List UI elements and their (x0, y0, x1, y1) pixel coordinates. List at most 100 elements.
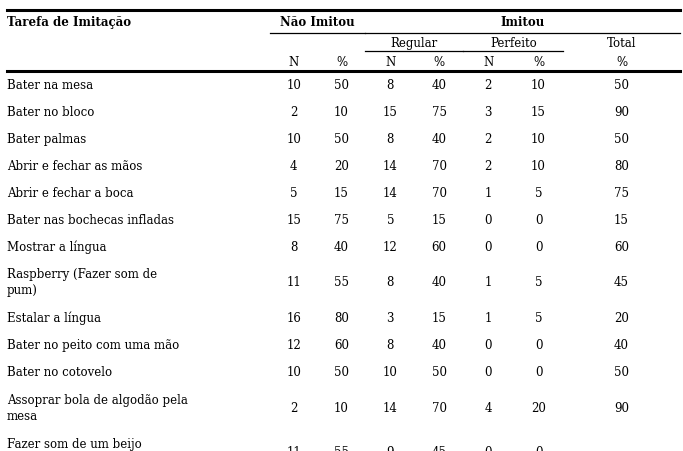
Text: 8: 8 (387, 338, 394, 351)
Text: 1: 1 (485, 311, 492, 324)
Text: Bater no bloco: Bater no bloco (7, 106, 94, 119)
Text: 10: 10 (383, 365, 398, 378)
Text: Mostrar a língua: Mostrar a língua (7, 240, 107, 253)
Text: 2: 2 (290, 400, 297, 414)
Text: 90: 90 (614, 400, 629, 414)
Text: 55: 55 (334, 276, 349, 289)
Text: 8: 8 (387, 133, 394, 146)
Text: Imitou: Imitou (501, 16, 544, 29)
Text: 70: 70 (432, 160, 447, 173)
Text: Bater no cotovelo: Bater no cotovelo (7, 365, 112, 378)
Text: N: N (385, 56, 395, 69)
Text: 40: 40 (432, 338, 447, 351)
Text: %: % (616, 56, 627, 69)
Text: Tarefa de Imitação: Tarefa de Imitação (7, 16, 131, 29)
Text: Não Imitou: Não Imitou (280, 16, 355, 29)
Text: 50: 50 (614, 365, 629, 378)
Text: 5: 5 (535, 276, 542, 289)
Text: 40: 40 (334, 240, 349, 253)
Text: 20: 20 (614, 311, 629, 324)
Text: 1: 1 (485, 276, 492, 289)
Text: 70: 70 (432, 186, 447, 199)
Text: 75: 75 (334, 213, 349, 226)
Text: 10: 10 (531, 133, 546, 146)
Text: 15: 15 (383, 106, 398, 119)
Text: N: N (483, 56, 494, 69)
Text: 55: 55 (334, 445, 349, 451)
Text: 14: 14 (383, 400, 398, 414)
Text: 50: 50 (432, 365, 447, 378)
Text: 70: 70 (432, 400, 447, 414)
Text: 10: 10 (286, 365, 301, 378)
Text: 80: 80 (334, 311, 349, 324)
Text: 75: 75 (614, 186, 629, 199)
Text: Estalar a língua: Estalar a língua (7, 311, 101, 325)
Text: 5: 5 (535, 311, 542, 324)
Text: 80: 80 (614, 160, 629, 173)
Text: Bater na mesa: Bater na mesa (7, 79, 93, 92)
Text: 90: 90 (614, 106, 629, 119)
Text: 50: 50 (334, 133, 349, 146)
Text: 40: 40 (432, 79, 447, 92)
Text: 14: 14 (383, 186, 398, 199)
Text: 5: 5 (290, 186, 297, 199)
Text: 60: 60 (614, 240, 629, 253)
Text: 16: 16 (286, 311, 301, 324)
Text: 2: 2 (290, 106, 297, 119)
Text: 3: 3 (485, 106, 492, 119)
Text: Bater nas bochecas infladas: Bater nas bochecas infladas (7, 213, 174, 226)
Text: 50: 50 (614, 133, 629, 146)
Text: 0: 0 (535, 240, 542, 253)
Text: 45: 45 (614, 276, 629, 289)
Text: Abrir e fechar as mãos: Abrir e fechar as mãos (7, 160, 142, 173)
Text: Fazer som de um beijo
barulhento: Fazer som de um beijo barulhento (7, 437, 141, 451)
Text: Bater no peito com uma mão: Bater no peito com uma mão (7, 338, 179, 351)
Text: 15: 15 (614, 213, 629, 226)
Text: 12: 12 (383, 240, 398, 253)
Text: Regular: Regular (391, 37, 438, 50)
Text: 10: 10 (531, 160, 546, 173)
Text: 50: 50 (334, 365, 349, 378)
Text: 8: 8 (387, 79, 394, 92)
Text: Bater palmas: Bater palmas (7, 133, 86, 146)
Text: 40: 40 (614, 338, 629, 351)
Text: 11: 11 (286, 276, 301, 289)
Text: 2: 2 (485, 133, 492, 146)
Text: 60: 60 (432, 240, 447, 253)
Text: 4: 4 (485, 400, 492, 414)
Text: 0: 0 (485, 445, 492, 451)
Text: 0: 0 (535, 338, 542, 351)
Text: 5: 5 (387, 213, 394, 226)
Text: 15: 15 (432, 213, 447, 226)
Text: 10: 10 (334, 400, 349, 414)
Text: 40: 40 (432, 276, 447, 289)
Text: Abrir e fechar a boca: Abrir e fechar a boca (7, 186, 133, 199)
Text: 0: 0 (485, 365, 492, 378)
Text: 2: 2 (485, 79, 492, 92)
Text: 20: 20 (334, 160, 349, 173)
Text: 0: 0 (485, 338, 492, 351)
Text: 45: 45 (432, 445, 447, 451)
Text: 11: 11 (286, 445, 301, 451)
Text: 1: 1 (485, 186, 492, 199)
Text: Assoprar bola de algodão pela
mesa: Assoprar bola de algodão pela mesa (7, 393, 188, 422)
Text: 0: 0 (485, 240, 492, 253)
Text: 4: 4 (290, 160, 297, 173)
Text: 50: 50 (614, 79, 629, 92)
Text: 15: 15 (432, 311, 447, 324)
Text: 20: 20 (531, 400, 546, 414)
Text: 9: 9 (387, 445, 394, 451)
Text: 0: 0 (535, 445, 542, 451)
Text: 8: 8 (290, 240, 297, 253)
Text: 10: 10 (286, 79, 301, 92)
Text: 2: 2 (485, 160, 492, 173)
Text: 8: 8 (387, 276, 394, 289)
Text: 10: 10 (286, 133, 301, 146)
Text: 10: 10 (334, 106, 349, 119)
Text: Total: Total (607, 37, 637, 50)
Text: 0: 0 (485, 213, 492, 226)
Text: Perfeito: Perfeito (490, 37, 537, 50)
Text: 75: 75 (432, 106, 447, 119)
Text: %: % (336, 56, 347, 69)
Text: 15: 15 (286, 213, 301, 226)
